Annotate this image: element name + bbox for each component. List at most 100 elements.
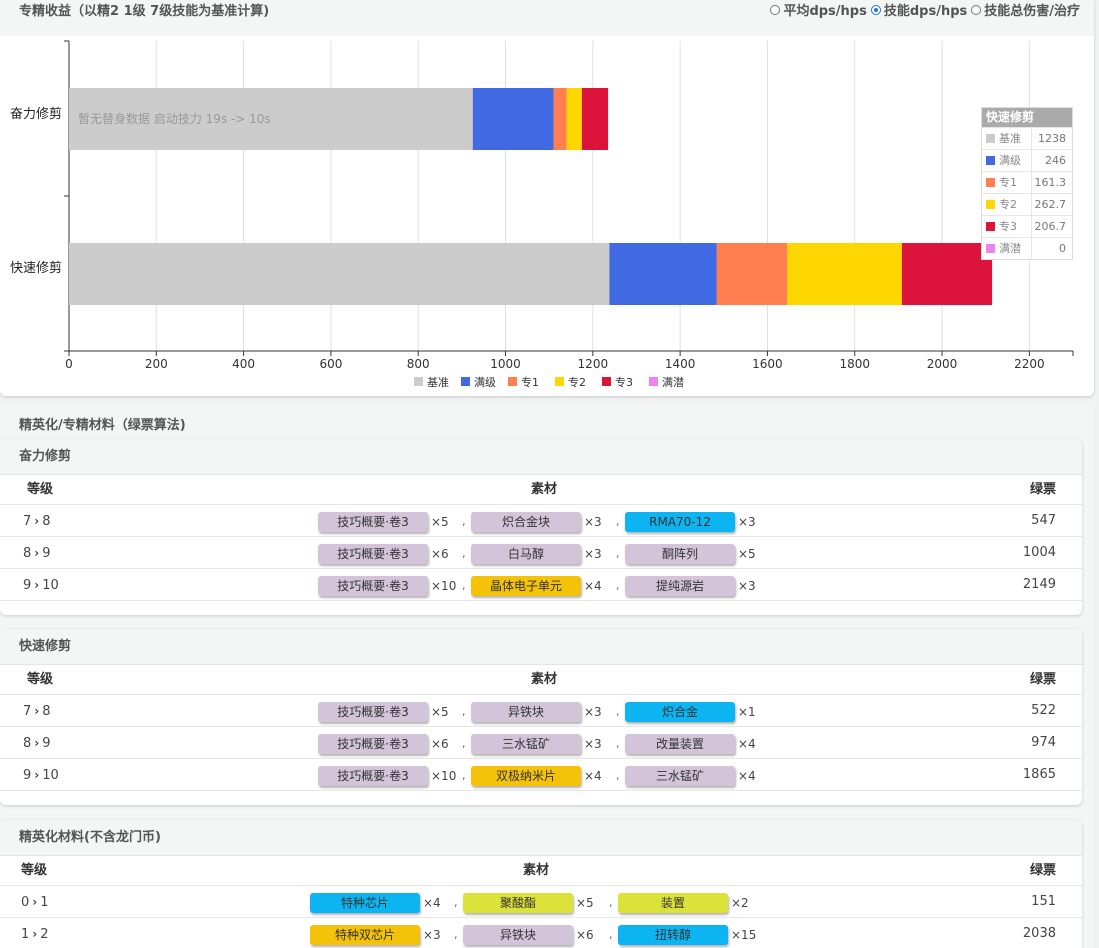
separator: , (462, 737, 466, 750)
material-count: ×1 (738, 705, 756, 719)
chevron-right-icon: › (32, 927, 38, 941)
col-header-materials: 素材 (531, 482, 558, 497)
material-count: ×4 (738, 769, 756, 783)
material-chip[interactable]: 异铁块 (471, 702, 581, 722)
material-count: ×3 (584, 705, 602, 719)
level-to: 8 (42, 514, 51, 529)
level-cell: 8 › 9 (23, 727, 51, 760)
bar-segment (716, 243, 788, 305)
level-from: 9 (23, 768, 32, 783)
legend-label: 专1 (521, 375, 539, 389)
radio-skill-dps[interactable]: 技能dps/hps (870, 0, 967, 19)
material-chip[interactable]: 双极纳米片 (471, 766, 581, 786)
separator: , (616, 515, 620, 528)
material-chip[interactable]: 白马醇 (471, 544, 581, 564)
col-header-tickets: 绿票 (1029, 672, 1056, 687)
level-cell: 7 › 8 (23, 505, 51, 538)
material-chip[interactable]: 炽合金 (625, 702, 735, 722)
y-category-label: 奋力修剪 (10, 106, 62, 122)
legend-swatch (986, 244, 995, 253)
separator: , (462, 547, 466, 560)
separator: , (616, 769, 620, 782)
level-from: 8 (23, 736, 32, 751)
separator: , (462, 705, 466, 718)
chevron-right-icon: › (34, 578, 40, 592)
material-chip[interactable]: 技巧概要·卷3 (318, 734, 428, 754)
tooltip-series-name: 基准 (999, 131, 1021, 145)
level-cell: 7 › 8 (23, 695, 51, 728)
chevron-right-icon: › (34, 546, 40, 560)
legend-swatch (602, 377, 611, 386)
material-chip[interactable]: 特种双芯片 (310, 925, 420, 945)
bar-segment (566, 88, 582, 150)
legend-swatch (986, 178, 995, 187)
material-chip[interactable]: 炽合金块 (471, 512, 581, 532)
material-chip[interactable]: 技巧概要·卷3 (318, 576, 428, 596)
radio-total-damage[interactable]: 技能总伤害/治疗 (971, 0, 1080, 19)
level-from: 9 (23, 578, 32, 593)
bar-segment (787, 243, 902, 305)
x-tick-label: 800 (407, 357, 430, 371)
level-to: 10 (42, 768, 59, 783)
legend-swatch (986, 156, 995, 165)
x-tick-label: 1000 (490, 357, 521, 371)
tooltip-series-name: 专2 (999, 197, 1017, 211)
material-chip[interactable]: 装置 (618, 893, 728, 913)
material-chip[interactable]: 酮阵列 (625, 544, 735, 564)
material-count: ×3 (584, 737, 602, 751)
elite-materials-card: 精英化材料(不含龙门币) 等级 素材 绿票 0 › 1 特种芯片 ×4, 聚酸酯 ×5, 装置 ×2 15… (0, 820, 1082, 948)
material-chip[interactable]: 晶体电子单元 (471, 576, 581, 596)
material-chip[interactable]: 技巧概要·卷3 (318, 766, 428, 786)
material-chip[interactable]: 提纯源岩 (625, 576, 735, 596)
separator: , (609, 896, 613, 909)
tooltip-series: 专2 (982, 194, 1032, 215)
tooltip-series-name: 满潜 (999, 241, 1021, 255)
material-count: ×5 (431, 705, 449, 719)
tickets-cell: 2149 (1022, 577, 1056, 592)
table-row: 8 › 9 技巧概要·卷3 ×6, 白马醇 ×3, 酮阵列 ×5 1004 (0, 537, 1082, 569)
material-chip[interactable]: 聚酸酯 (463, 893, 573, 913)
material-chip[interactable]: 技巧概要·卷3 (318, 702, 428, 722)
legend-swatch (986, 222, 995, 231)
radio-avg-dps[interactable]: 平均dps/hps (770, 0, 867, 19)
bar-segment (553, 88, 567, 150)
tooltip-row: 满级 246 (982, 149, 1072, 171)
material-count: ×3 (738, 579, 756, 593)
tooltip-title: 快速修剪 (982, 108, 1072, 127)
tooltip-series: 专3 (982, 216, 1032, 237)
material-count: ×15 (731, 928, 757, 942)
separator: , (462, 579, 466, 592)
card-title: 奋力修剪 (0, 439, 1082, 475)
tooltip-row: 专3 206.7 (982, 215, 1072, 237)
table-row: 7 › 8 技巧概要·卷3 ×5, 炽合金块 ×3, RMA70-12 ×3 547 (0, 505, 1082, 537)
separator: , (609, 928, 613, 941)
material-chip[interactable]: 三水锰矿 (625, 766, 735, 786)
level-cell: 0 › 1 (21, 886, 49, 919)
legend-label: 满级 (474, 376, 496, 389)
card-title: 精英化材料(不含龙门币) (0, 820, 1082, 856)
material-chip[interactable]: 技巧概要·卷3 (318, 512, 428, 532)
legend-swatch (508, 377, 517, 386)
radio-label: 技能总伤害/治疗 (984, 4, 1080, 19)
table-row: 9 › 10 技巧概要·卷3 ×10, 晶体电子单元 ×4, 提纯源岩 ×3 2149 (0, 569, 1082, 601)
chevron-right-icon: › (34, 704, 40, 718)
tooltip-value: 246 (1045, 154, 1066, 167)
material-count: ×3 (738, 515, 756, 529)
material-chip[interactable]: 三水锰矿 (471, 734, 581, 754)
legend-swatch (649, 377, 658, 386)
radio-label: 平均dps/hps (783, 4, 867, 19)
material-chip[interactable]: 特种芯片 (310, 893, 420, 913)
material-count: ×3 (584, 515, 602, 529)
legend-swatch (986, 134, 995, 143)
material-chip[interactable]: RMA70-12 (625, 512, 735, 532)
metric-radio-group: 平均dps/hps 技能dps/hps 技能总伤害/治疗 (770, 0, 1080, 19)
tickets-cell: 974 (1031, 735, 1056, 750)
material-chip[interactable]: 扭转醇 (618, 925, 728, 945)
table-row: 9 › 10 技巧概要·卷3 ×10, 双极纳米片 ×4, 三水锰矿 ×4 1865 (0, 759, 1082, 791)
material-chip[interactable]: 改量装置 (625, 734, 735, 754)
table-header-row: 等级 素材 绿票 (0, 856, 1082, 886)
legend-swatch (986, 200, 995, 209)
material-chip[interactable]: 技巧概要·卷3 (318, 544, 428, 564)
tooltip-row: 基准 1238 (982, 127, 1072, 149)
material-chip[interactable]: 异铁块 (463, 925, 573, 945)
